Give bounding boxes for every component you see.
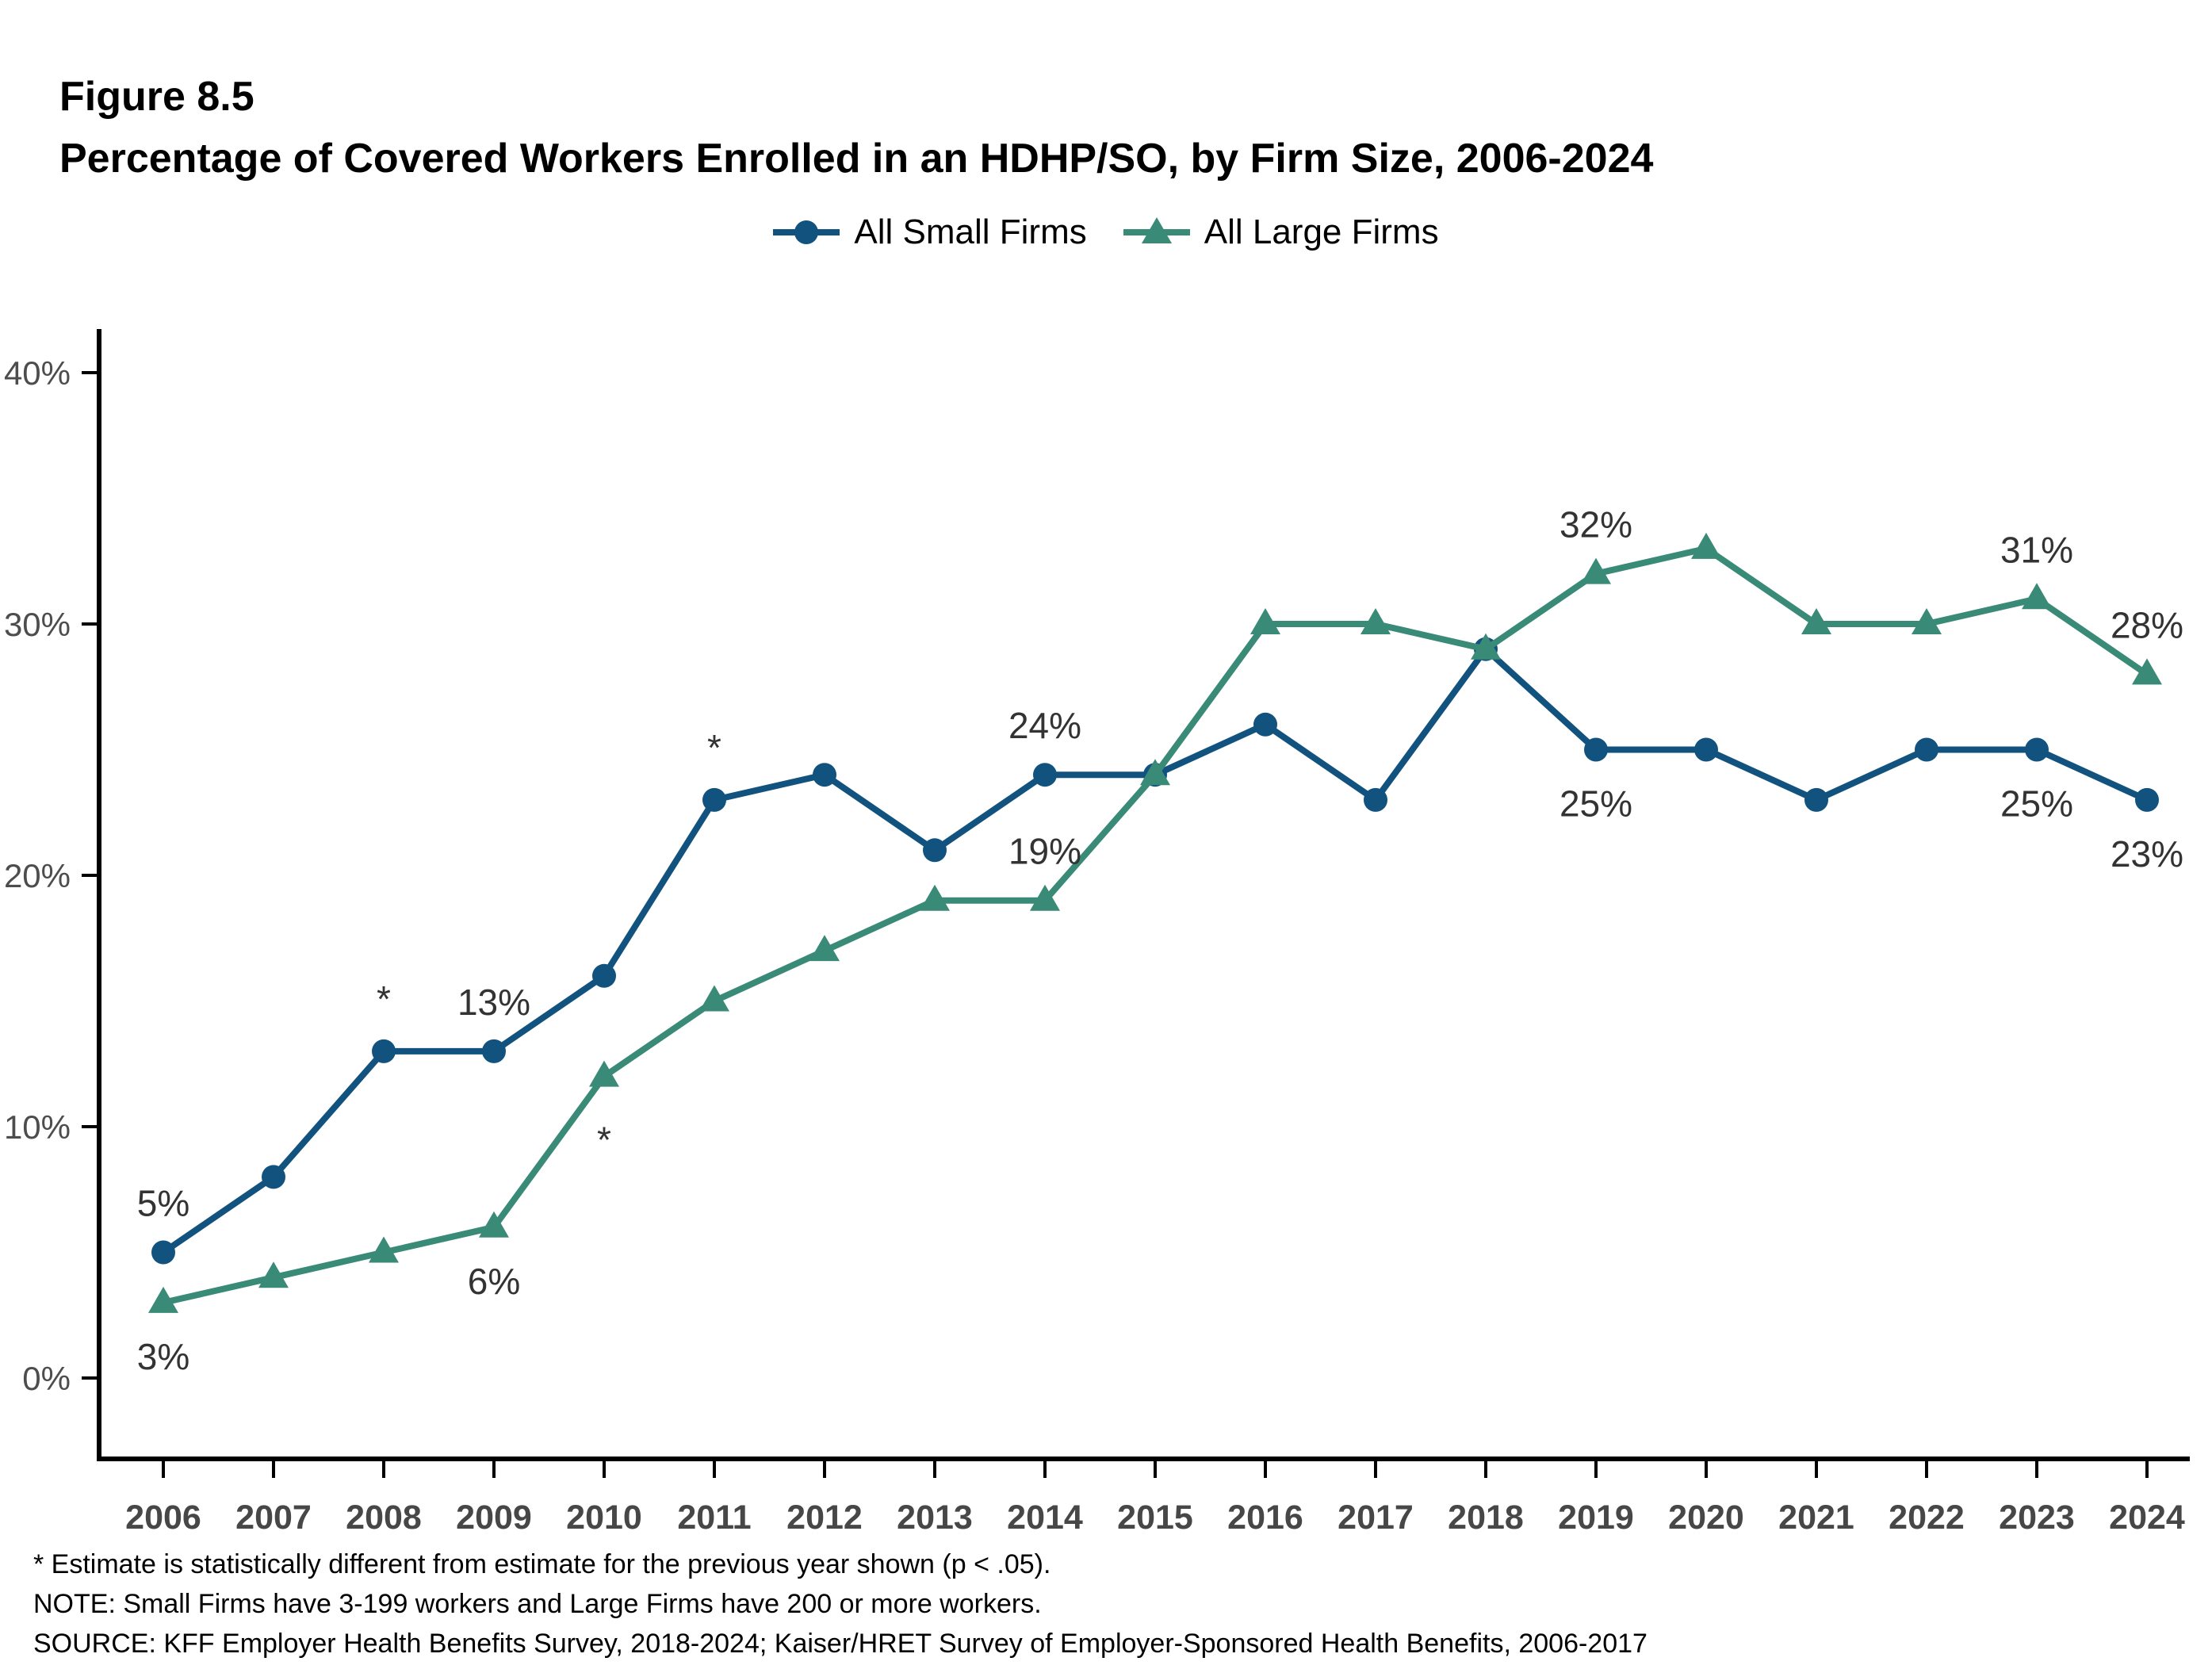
data-label: 28% xyxy=(2111,604,2183,645)
data-point xyxy=(699,985,729,1012)
y-tick-label: 20% xyxy=(4,857,71,894)
data-point xyxy=(1804,787,1828,812)
y-tick-label: 0% xyxy=(22,1360,71,1397)
data-label: 5% xyxy=(137,1183,189,1224)
x-tick-label: 2008 xyxy=(346,1499,422,1537)
data-label: 25% xyxy=(1559,783,1632,825)
x-tick-label: 2023 xyxy=(1999,1499,2075,1537)
data-point xyxy=(1360,608,1391,634)
data-point xyxy=(1364,787,1387,812)
x-tick-label: 2013 xyxy=(897,1499,973,1537)
data-point xyxy=(1584,737,1608,762)
data-point xyxy=(262,1165,285,1189)
figure-number: Figure 8.5 xyxy=(59,74,254,120)
asterisk-annotation: * xyxy=(377,978,391,1020)
series-line-small-firms xyxy=(161,645,2149,1255)
data-point xyxy=(1801,608,1831,634)
asterisk-annotation: * xyxy=(597,1120,611,1161)
data-point xyxy=(151,1240,175,1265)
footnote-note: NOTE: Small Firms have 3-199 workers and… xyxy=(33,1589,1042,1619)
data-point xyxy=(1915,737,1938,762)
page-title: Percentage of Covered Workers Enrolled i… xyxy=(59,136,1654,182)
data-point xyxy=(1033,763,1057,787)
footnote-significance: * Estimate is statistically different fr… xyxy=(33,1549,1051,1579)
x-tick-label: 2014 xyxy=(1007,1499,1083,1537)
data-point xyxy=(1581,557,1611,584)
data-label: 3% xyxy=(137,1336,189,1377)
x-tick-label: 2019 xyxy=(1558,1499,1634,1537)
asterisk-annotation: * xyxy=(707,727,721,768)
legend: All Small Firms All Large Firms xyxy=(0,212,2212,252)
data-point xyxy=(809,935,840,962)
data-point xyxy=(2135,787,2159,812)
data-point xyxy=(1250,608,1280,634)
x-tick-label: 2018 xyxy=(1448,1499,1524,1537)
x-tick-label: 2024 xyxy=(2109,1499,2185,1537)
data-point xyxy=(258,1261,289,1288)
x-tick-label: 2011 xyxy=(677,1499,751,1537)
data-label: 6% xyxy=(468,1261,520,1302)
y-tick-label: 10% xyxy=(4,1108,71,1146)
series-line-large-firms xyxy=(163,545,2149,1306)
x-tick-label: 2016 xyxy=(1227,1499,1303,1537)
legend-item-small-firms: All Small Firms xyxy=(773,212,1087,252)
x-tick-label: 2020 xyxy=(1668,1499,1744,1537)
footnotes: * Estimate is statistically different fr… xyxy=(33,1545,1648,1663)
y-tick-label: 40% xyxy=(4,354,71,392)
data-label: 31% xyxy=(2000,529,2073,570)
circle-marker-icon xyxy=(773,220,840,244)
data-label: 23% xyxy=(2111,833,2183,875)
data-point xyxy=(1912,608,1942,634)
data-label: 32% xyxy=(1559,504,1632,545)
data-point xyxy=(923,838,947,863)
x-tick-label: 2012 xyxy=(786,1499,863,1537)
data-point xyxy=(702,787,726,812)
x-tick-label: 2010 xyxy=(566,1499,642,1537)
data-point xyxy=(148,1286,178,1313)
data-point xyxy=(1691,532,1721,559)
y-tick-label: 30% xyxy=(4,606,71,643)
x-tick-label: 2021 xyxy=(1778,1499,1854,1537)
data-point xyxy=(369,1236,399,1263)
legend-label-small-firms: All Small Firms xyxy=(854,212,1087,251)
x-tick-label: 2007 xyxy=(235,1499,312,1537)
data-point xyxy=(2025,737,2049,762)
data-point xyxy=(1030,884,1060,911)
data-point xyxy=(813,763,836,787)
legend-item-large-firms: All Large Firms xyxy=(1123,212,1439,252)
x-tick-label: 2022 xyxy=(1889,1499,1965,1537)
legend-label-large-firms: All Large Firms xyxy=(1204,212,1439,251)
data-point xyxy=(1140,759,1170,786)
data-point xyxy=(920,884,950,911)
footnote-source: SOURCE: KFF Employer Health Benefits Sur… xyxy=(33,1629,1648,1659)
data-point xyxy=(479,1211,509,1238)
x-tick-label: 2015 xyxy=(1117,1499,1193,1537)
x-tick-label: 2006 xyxy=(125,1499,201,1537)
data-point xyxy=(372,1039,396,1063)
data-point xyxy=(1253,712,1277,737)
data-point xyxy=(482,1039,506,1063)
data-point xyxy=(1471,633,1501,660)
data-point xyxy=(2022,583,2052,610)
data-point xyxy=(592,963,616,988)
x-tick-label: 2017 xyxy=(1338,1499,1414,1537)
data-point xyxy=(1694,737,1718,762)
data-point xyxy=(2132,658,2162,685)
data-point xyxy=(589,1060,619,1087)
data-label: 19% xyxy=(1008,831,1081,872)
x-tick-label: 2009 xyxy=(456,1499,532,1537)
data-label: 24% xyxy=(1008,705,1081,746)
data-label: 25% xyxy=(2000,783,2073,825)
triangle-marker-icon xyxy=(1123,217,1190,243)
data-label: 13% xyxy=(457,982,530,1023)
